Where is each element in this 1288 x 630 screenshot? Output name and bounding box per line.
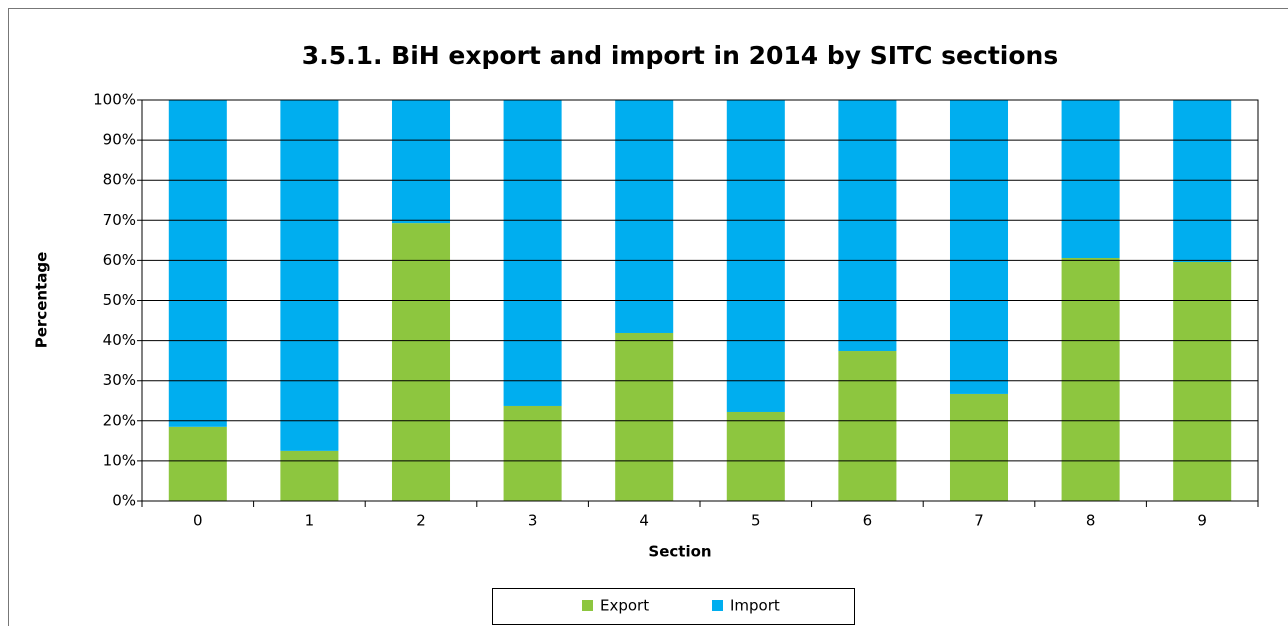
- legend-swatch: [582, 600, 593, 611]
- y-axis-label: Percentage: [33, 252, 51, 349]
- legend-label: Export: [600, 597, 649, 615]
- bar-segment: [950, 100, 1008, 394]
- bar-segment: [504, 406, 562, 501]
- x-tick-label: 5: [751, 512, 761, 530]
- x-axis-label: Section: [648, 543, 711, 561]
- x-tick-label: 9: [1197, 512, 1207, 530]
- bar-segment: [838, 100, 896, 351]
- y-tick-label: 100%: [93, 91, 136, 109]
- bar-segment: [838, 351, 896, 501]
- bar-segment: [169, 100, 227, 427]
- bar-segment: [169, 427, 227, 501]
- chart-title: 3.5.1. BiH export and import in 2014 by …: [302, 41, 1058, 70]
- y-tick-label: 60%: [103, 251, 136, 269]
- bar-segment: [950, 394, 1008, 501]
- bar-segment: [615, 100, 673, 333]
- x-tick-label: 1: [305, 512, 315, 530]
- bar-segment: [1173, 262, 1231, 501]
- legend-label: Import: [730, 597, 780, 615]
- bar-segment: [280, 451, 338, 501]
- bar-segment: [504, 100, 562, 406]
- x-tick-label: 8: [1086, 512, 1096, 530]
- x-tick-label: 0: [193, 512, 203, 530]
- bar-segment: [392, 100, 450, 223]
- y-tick-label: 70%: [103, 211, 136, 229]
- bar-segment: [727, 412, 785, 501]
- legend-swatch: [712, 600, 723, 611]
- legend-box: [493, 589, 855, 625]
- x-tick-label: 4: [639, 512, 649, 530]
- bar-segment: [1062, 258, 1120, 501]
- bar-segment: [727, 100, 785, 412]
- bar-segment: [280, 100, 338, 451]
- bar-segment: [615, 333, 673, 501]
- x-tick-label: 3: [528, 512, 538, 530]
- x-tick-label: 2: [416, 512, 426, 530]
- bar-segment: [1062, 100, 1120, 258]
- x-tick-label: 7: [974, 512, 984, 530]
- y-tick-label: 50%: [103, 291, 136, 309]
- y-tick-label: 90%: [103, 131, 136, 149]
- y-tick-label: 80%: [103, 171, 136, 189]
- y-tick-label: 10%: [103, 451, 136, 469]
- y-tick-label: 40%: [103, 331, 136, 349]
- y-tick-label: 0%: [112, 492, 136, 510]
- y-tick-label: 30%: [103, 371, 136, 389]
- y-tick-label: 20%: [103, 411, 136, 429]
- x-tick-label: 6: [863, 512, 873, 530]
- bar-segment: [392, 223, 450, 501]
- bar-segment: [1173, 100, 1231, 262]
